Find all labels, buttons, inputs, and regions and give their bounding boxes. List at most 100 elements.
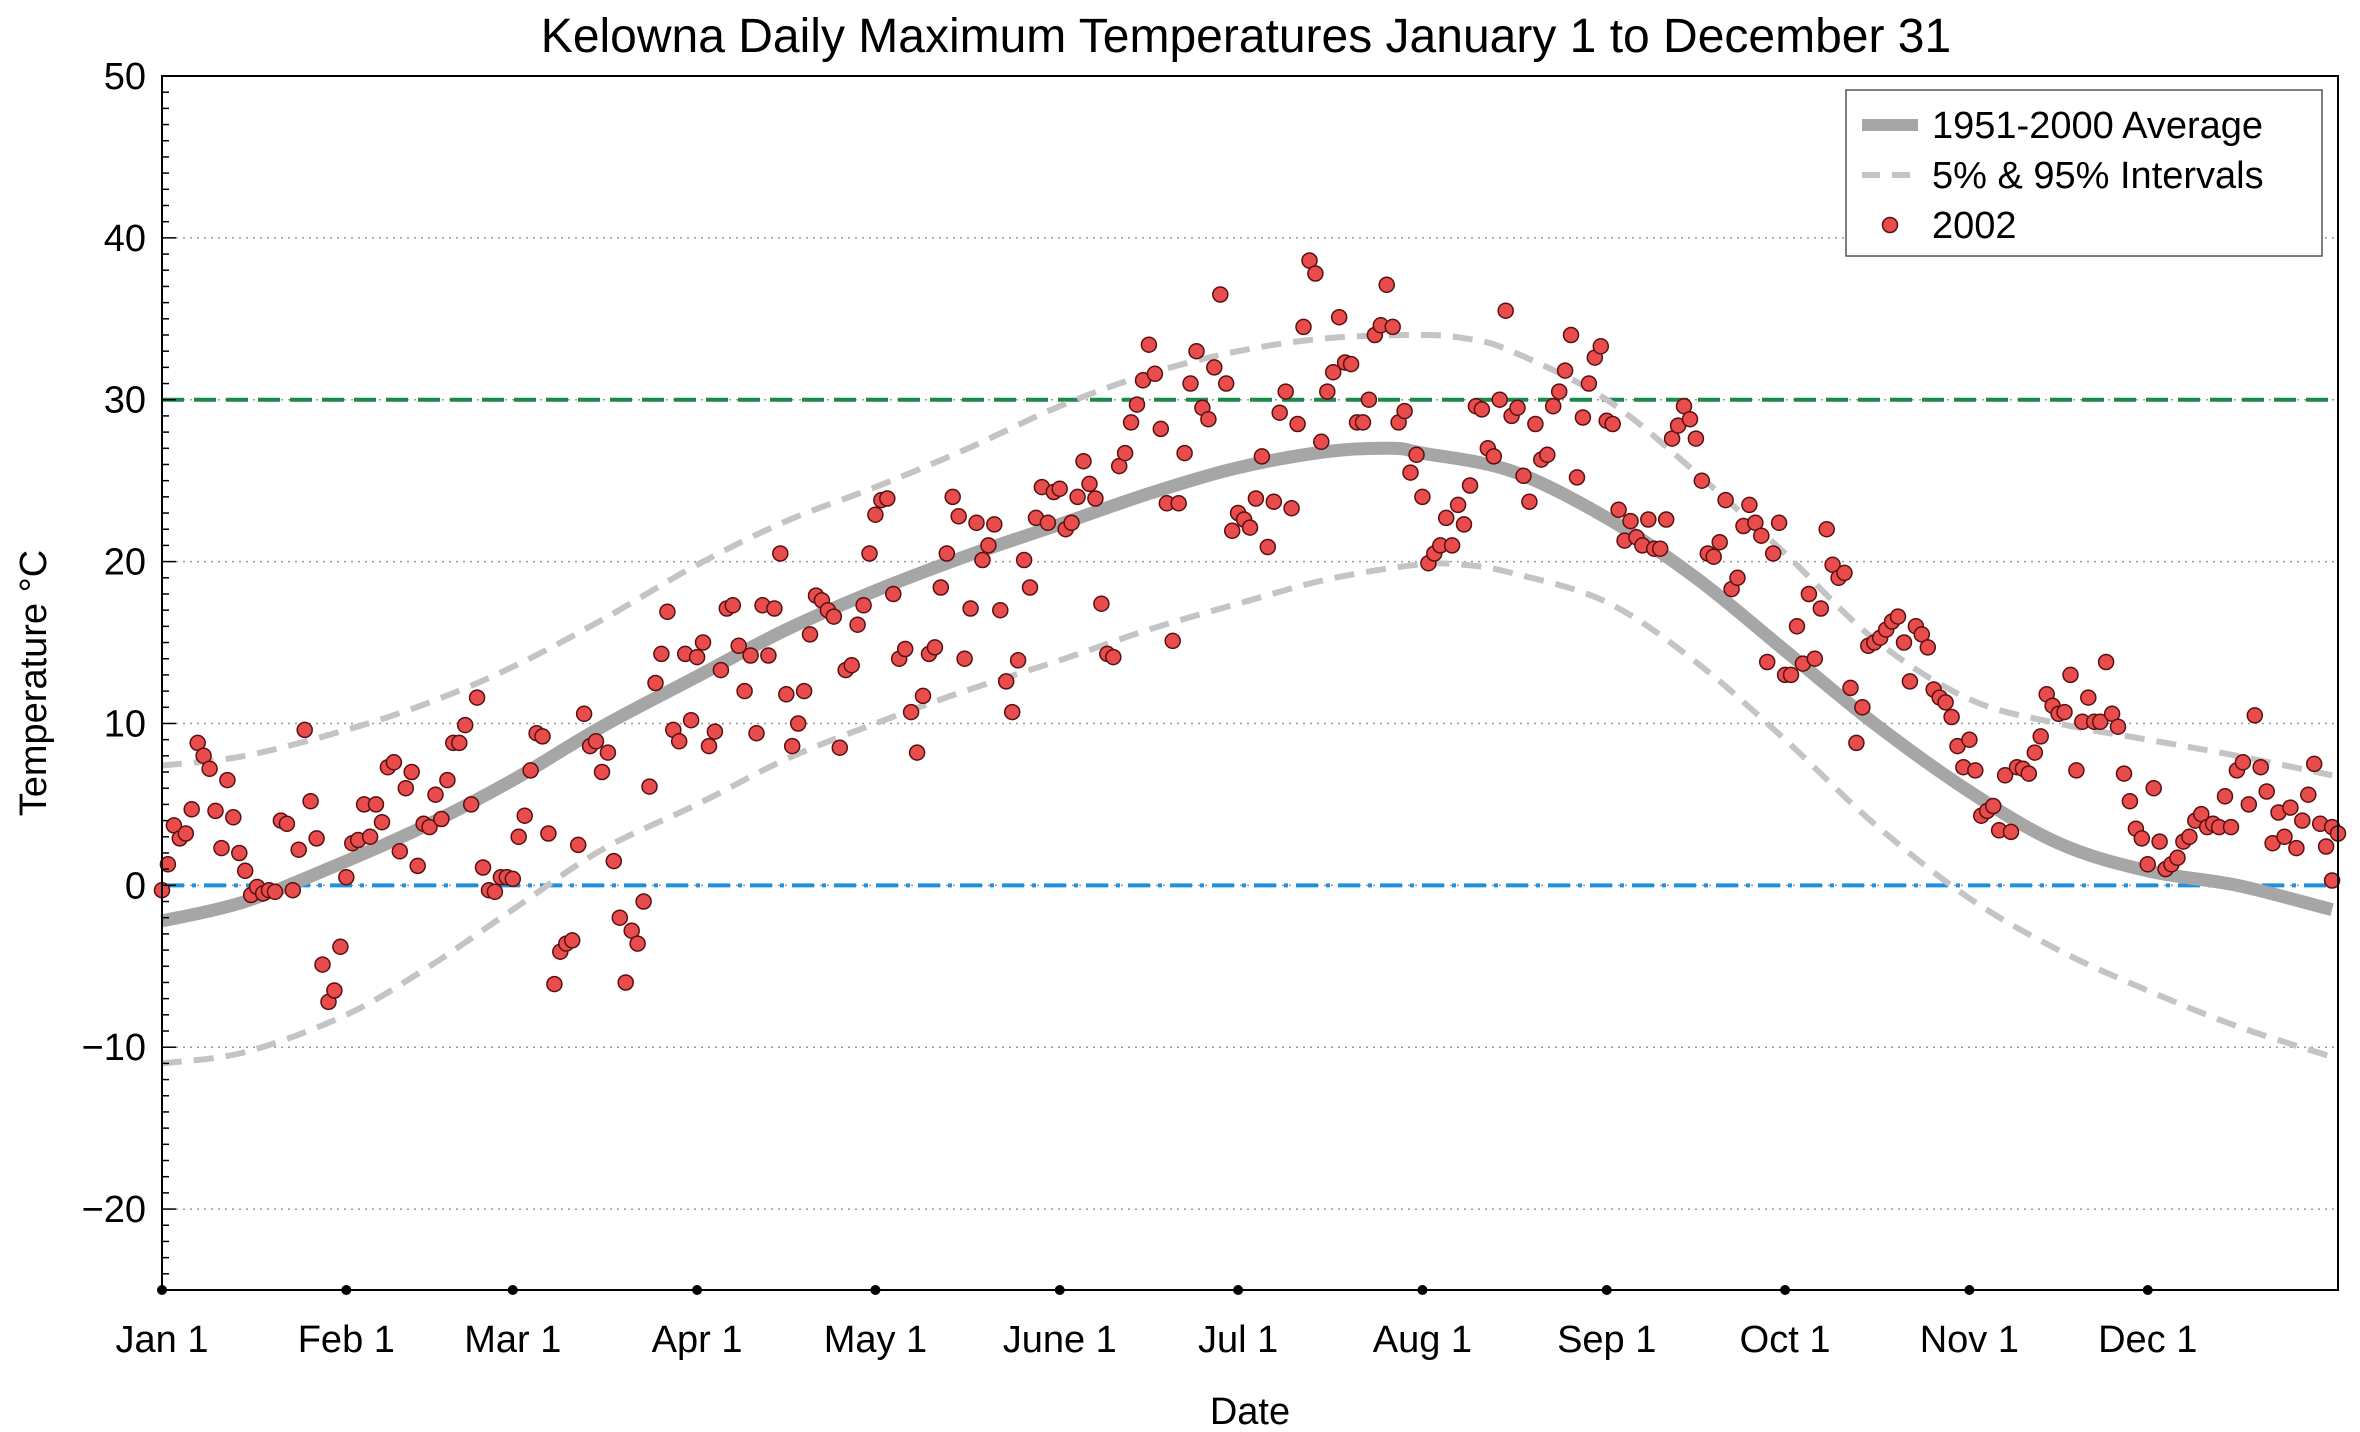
point-2002-187 bbox=[1265, 493, 1283, 510]
point-2002-128 bbox=[914, 687, 932, 705]
x-axis-label: Date bbox=[1210, 1391, 1290, 1432]
point-2002-140 bbox=[986, 516, 1003, 533]
point-2002-308 bbox=[1984, 797, 2002, 815]
point-2002-188 bbox=[1271, 404, 1288, 421]
point-2002-192 bbox=[1295, 318, 1312, 336]
point-2002-144 bbox=[1009, 652, 1027, 669]
point-2002-29 bbox=[326, 982, 343, 999]
x-tick-may-1 bbox=[870, 1285, 881, 1295]
x-tick-dec-1 bbox=[2142, 1285, 2153, 1295]
x-axis: Jan 1 Feb 1 Mar 1 Apr 1 May 1 June 1 Jul 1 Aug … bbox=[116, 1285, 2197, 1361]
point-2002-350 bbox=[2234, 754, 2252, 771]
point-2002-117 bbox=[849, 616, 866, 633]
point-2002-23 bbox=[290, 841, 307, 858]
point-2002-219 bbox=[1455, 516, 1473, 533]
point-2002-237 bbox=[1562, 326, 1580, 344]
point-2002-220 bbox=[1461, 477, 1479, 494]
point-2002-240 bbox=[1580, 375, 1598, 392]
point-2002-179 bbox=[1217, 375, 1235, 392]
point-2002-364 bbox=[2317, 838, 2335, 855]
point-2002-235 bbox=[1550, 383, 1568, 400]
point-2002-77 bbox=[611, 909, 629, 926]
point-2002-170 bbox=[1164, 632, 1181, 650]
point-2002-85 bbox=[659, 603, 676, 621]
point-2002-10 bbox=[213, 839, 230, 857]
point-2002-5 bbox=[183, 801, 200, 818]
x-tick-label-nov-1: Nov 1 bbox=[1920, 1319, 2019, 1361]
point-2002-22 bbox=[284, 881, 302, 899]
point-2002-329 bbox=[2109, 718, 2127, 735]
point-2002-60 bbox=[510, 828, 527, 846]
point-2002-137 bbox=[968, 514, 985, 532]
x-tick-oct-1 bbox=[1780, 1285, 1791, 1295]
point-2002-24 bbox=[296, 721, 313, 739]
point-2002-151 bbox=[1051, 480, 1068, 498]
point-2002-283 bbox=[1836, 564, 1853, 582]
point-2002-229 bbox=[1515, 467, 1532, 485]
point-2002-334 bbox=[2139, 856, 2156, 873]
point-2002-203 bbox=[1360, 391, 1378, 408]
y-tick-label-30: 30 bbox=[104, 380, 146, 422]
point-2002-239 bbox=[1574, 409, 1592, 426]
point-2002-280 bbox=[1818, 520, 1835, 538]
point-2002-269 bbox=[1753, 527, 1770, 544]
point-2002-293 bbox=[1895, 634, 1913, 651]
point-2002-50 bbox=[451, 734, 468, 752]
point-2002-226 bbox=[1497, 302, 1514, 319]
point-2002-133 bbox=[944, 488, 961, 506]
point-2002-164 bbox=[1128, 396, 1146, 413]
y-tick-label-50: 50 bbox=[104, 56, 146, 98]
point-2002-217 bbox=[1443, 537, 1461, 554]
legend-box bbox=[1845, 89, 2323, 257]
point-2002-109 bbox=[801, 626, 819, 643]
point-2002-300 bbox=[1937, 694, 1954, 711]
point-2002-73 bbox=[587, 733, 605, 750]
point-2002-70 bbox=[569, 836, 587, 854]
y-tick-label--20: −20 bbox=[82, 1189, 146, 1231]
point-2002-272 bbox=[1770, 514, 1788, 532]
point-2002-36 bbox=[367, 796, 385, 813]
point-2002-53 bbox=[468, 689, 486, 706]
point-2002-119 bbox=[861, 545, 878, 562]
point-2002-207 bbox=[1384, 318, 1401, 336]
point-2002-284 bbox=[1842, 679, 1859, 697]
point-2002-359 bbox=[2288, 839, 2305, 857]
point-2002-294 bbox=[1901, 673, 1919, 690]
point-2002-66 bbox=[546, 975, 563, 993]
point-2002-13 bbox=[231, 844, 248, 862]
x-tick-mar-1 bbox=[507, 1285, 518, 1295]
legend-interval-label: 5% & 95% Intervals bbox=[1932, 155, 2264, 197]
series-5-interval bbox=[161, 560, 2334, 1067]
point-2002-97 bbox=[730, 637, 747, 655]
point-2002-47 bbox=[433, 810, 450, 828]
point-2002-242 bbox=[1592, 338, 1610, 355]
point-2002-321 bbox=[2062, 666, 2079, 684]
point-2002-96 bbox=[724, 597, 742, 614]
y-axis: −20 −10 0 10 20 30 40 50 bbox=[82, 56, 176, 1291]
point-2002-106 bbox=[783, 737, 801, 755]
reference-lines bbox=[162, 397, 2338, 888]
x-tick-label-oct-1: Oct 1 bbox=[1740, 1319, 1831, 1361]
point-2002-183 bbox=[1241, 519, 1259, 536]
point-2002-279 bbox=[1812, 600, 1830, 617]
x-tick-jul-1 bbox=[1233, 1285, 1244, 1295]
point-2002-41 bbox=[397, 779, 415, 797]
point-2002-104 bbox=[772, 545, 789, 562]
point-2002-48 bbox=[439, 771, 456, 789]
x-tick-aug-1 bbox=[1417, 1285, 1428, 1295]
point-2002-27 bbox=[314, 956, 331, 973]
point-2002-4 bbox=[177, 825, 195, 842]
point-2002-234 bbox=[1544, 397, 1562, 415]
point-2002-336 bbox=[2151, 833, 2168, 850]
point-2002-277 bbox=[1800, 585, 1818, 603]
point-2002-118 bbox=[855, 597, 872, 614]
y-tick-label-40: 40 bbox=[104, 218, 146, 260]
point-2002-218 bbox=[1449, 496, 1467, 514]
point-2002-202 bbox=[1354, 414, 1372, 431]
plot-area bbox=[162, 76, 2338, 1290]
point-2002-92 bbox=[700, 737, 718, 755]
point-2002-252 bbox=[1651, 540, 1669, 557]
point-2002-262 bbox=[1711, 533, 1728, 551]
point-2002-228 bbox=[1509, 399, 1526, 417]
point-2002-189 bbox=[1277, 383, 1294, 400]
